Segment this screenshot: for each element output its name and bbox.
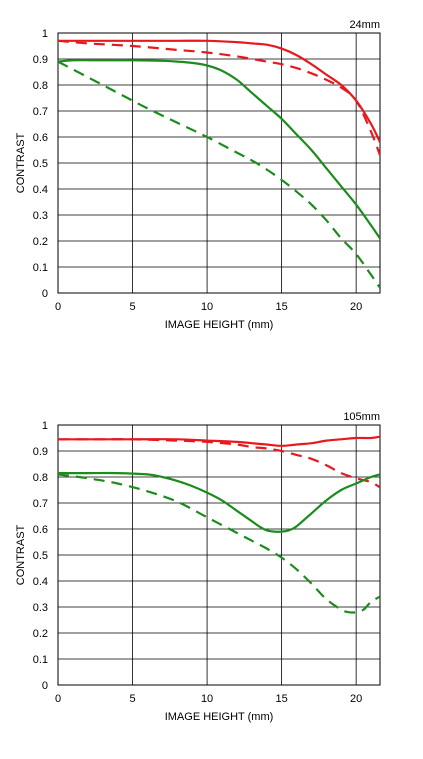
x-tick-label: 0 <box>55 693 61 705</box>
chart-panel-0: 00.10.20.30.40.50.60.70.80.910 5 10 15 20IMA… <box>15 19 381 331</box>
x-axis-label: IMAGE HEIGHT (mm) <box>165 319 274 331</box>
x-tick-label: 5 <box>129 693 135 705</box>
plot-frame <box>57 32 381 294</box>
x-tick-label: 20 <box>350 301 362 313</box>
horizontal-gridlines <box>58 424 380 686</box>
x-tick-label: 0 <box>55 301 61 313</box>
y-tick-label: 0.4 <box>33 576 48 588</box>
y-tick-label: 0.5 <box>33 550 48 562</box>
x-tick-label: 10 <box>201 693 213 705</box>
y-tick-label: 0.5 <box>33 158 48 170</box>
x-axis-label: IMAGE HEIGHT (mm) <box>165 711 274 723</box>
x-tick-label: 10 <box>201 301 213 313</box>
y-tick-label: 0.8 <box>33 472 48 484</box>
x-tick-label: 15 <box>275 693 287 705</box>
y-tick-label: 0.7 <box>33 498 48 510</box>
y-tick-label: 0.9 <box>33 54 48 66</box>
series-line-red-dashed <box>58 39 380 156</box>
series-group <box>58 39 380 289</box>
series-line-red-dashed <box>58 438 380 489</box>
y-tick-label: 0.7 <box>33 106 48 118</box>
y-axis-label: CONTRAST <box>15 132 27 193</box>
series-line-green-dashed <box>58 60 380 289</box>
chart-title: 24mm <box>349 19 380 31</box>
x-tick-label: 15 <box>275 301 287 313</box>
series-line-green-solid <box>58 59 380 240</box>
series-line-red-solid <box>58 39 380 143</box>
y-tick-label: 0.3 <box>33 602 48 614</box>
y-tick-label: 0.6 <box>33 524 48 536</box>
plot-frame <box>57 424 381 686</box>
x-tick-label: 5 <box>129 301 135 313</box>
x-tick-label: 20 <box>350 693 362 705</box>
y-tick-label: 0 <box>42 288 48 300</box>
chart-panel-1: 00.10.20.30.40.50.60.70.80.910 5 10 15 20IMA… <box>15 411 381 723</box>
y-tick-label: 1 <box>42 420 48 432</box>
series-line-green-solid <box>58 471 380 533</box>
y-tick-label: 0.1 <box>33 654 48 666</box>
series-line-red-solid <box>58 435 380 447</box>
y-tick-label: 0.9 <box>33 446 48 458</box>
y-tick-label: 0.1 <box>33 262 48 274</box>
y-tick-label: 0 <box>42 680 48 692</box>
y-tick-label: 1 <box>42 28 48 40</box>
y-tick-label: 0.2 <box>33 236 48 248</box>
y-tick-label: 0.6 <box>33 132 48 144</box>
y-tick-label: 0.3 <box>33 210 48 222</box>
series-group <box>58 435 380 614</box>
y-tick-label: 0.8 <box>33 80 48 92</box>
horizontal-gridlines <box>58 32 380 294</box>
y-axis-label: CONTRAST <box>15 524 27 585</box>
series-line-green-dashed <box>58 473 380 614</box>
chart-title: 105mm <box>343 411 380 423</box>
y-tick-label: 0.2 <box>33 628 48 640</box>
y-tick-label: 0.4 <box>33 184 48 196</box>
